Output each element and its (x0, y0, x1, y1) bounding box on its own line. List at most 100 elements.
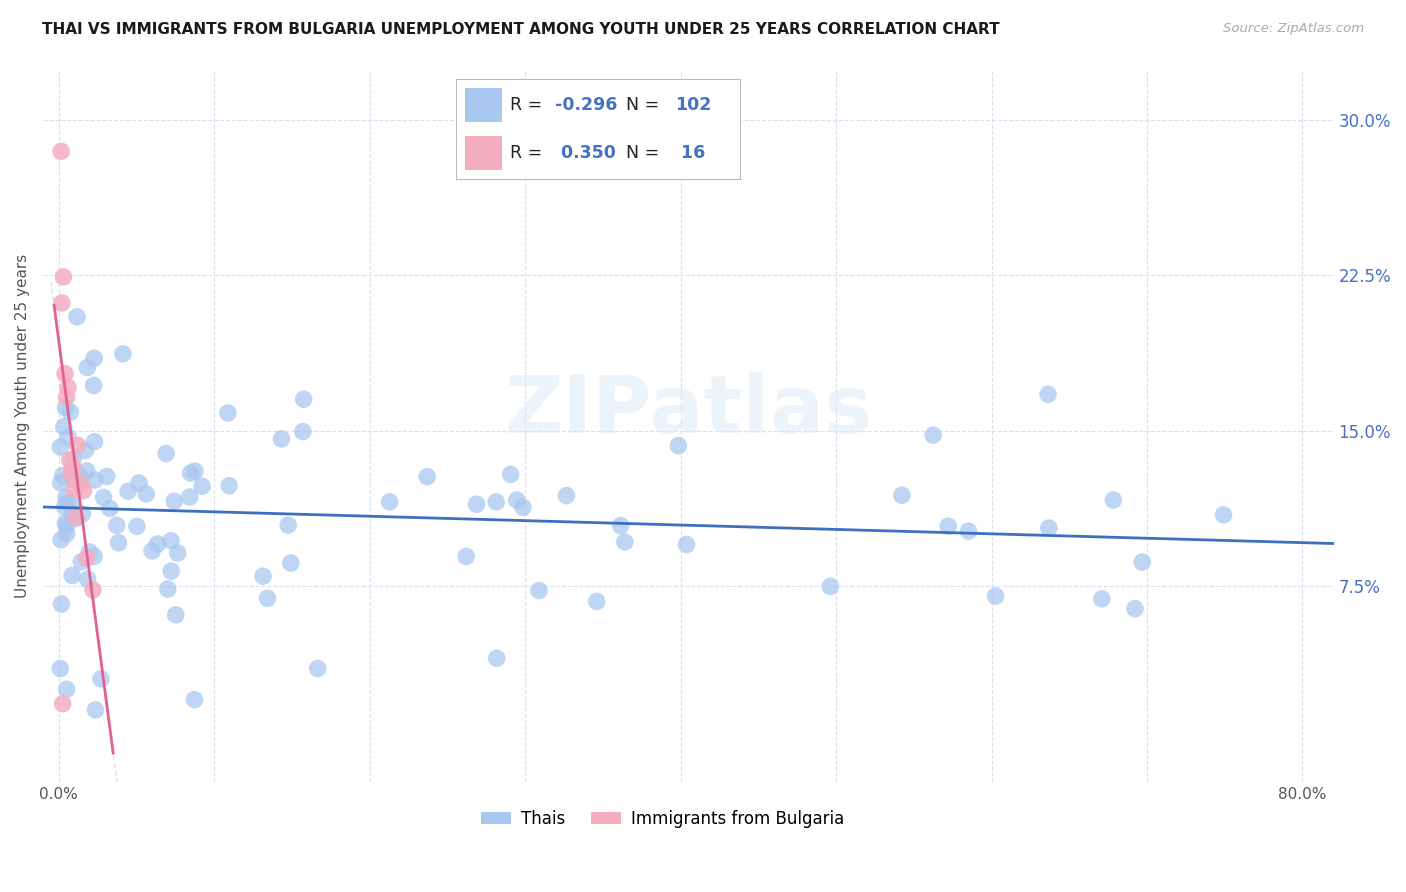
Point (90, 672, 112, 686)
Point (179, 490, 201, 504)
Point (146, 537, 169, 551)
Point (56, 495, 79, 509)
Point (666, 439, 689, 453)
Point (49, 145, 72, 159)
Point (96, 469, 118, 483)
Point (307, 661, 329, 675)
Point (84, 703, 107, 717)
Point (60, 467, 83, 481)
Point (49, 661, 72, 675)
Point (93, 491, 115, 505)
Point (292, 392, 315, 407)
Point (1036, 387, 1059, 401)
Point (1130, 555, 1153, 569)
Point (111, 347, 134, 361)
Point (55, 390, 77, 404)
Point (984, 589, 1007, 603)
Point (179, 466, 201, 480)
Text: THAI VS IMMIGRANTS FROM BULGARIA UNEMPLOYMENT AMONG YOUTH UNDER 25 YEARS CORRELA: THAI VS IMMIGRANTS FROM BULGARIA UNEMPLO… (42, 22, 1000, 37)
Point (155, 446, 177, 460)
Point (84, 473, 107, 487)
Point (52, 697, 75, 711)
Point (555, 489, 578, 503)
Point (512, 500, 534, 515)
Text: Source: ZipAtlas.com: Source: ZipAtlas.com (1223, 22, 1364, 36)
Point (51, 296, 73, 310)
Point (156, 582, 179, 596)
Point (675, 537, 697, 551)
Point (166, 546, 188, 560)
Point (49, 475, 72, 490)
Point (62, 509, 84, 524)
Point (485, 651, 508, 665)
Point (59, 405, 82, 419)
Point (125, 519, 148, 533)
Point (56, 430, 79, 444)
Point (55, 491, 77, 505)
Point (52, 419, 75, 434)
Point (98, 501, 121, 516)
Point (49, 440, 72, 454)
Point (957, 524, 980, 538)
Point (218, 478, 240, 492)
Point (183, 692, 205, 706)
Point (65, 510, 87, 524)
Point (65, 511, 87, 525)
Point (56, 380, 79, 394)
Point (66, 310, 89, 324)
Point (585, 594, 607, 608)
Point (72, 483, 94, 498)
Point (936, 519, 959, 533)
Point (217, 406, 239, 420)
Point (277, 518, 299, 533)
Point (1123, 601, 1146, 615)
Point (70, 555, 93, 569)
Point (820, 579, 842, 593)
Point (53, 401, 76, 415)
Point (83, 351, 105, 366)
Point (465, 497, 488, 511)
Point (485, 495, 508, 509)
Point (53, 500, 76, 514)
Point (163, 494, 186, 508)
Point (55, 682, 77, 697)
Point (506, 493, 529, 508)
Point (922, 428, 945, 442)
Y-axis label: Unemployment Among Youth under 25 years: Unemployment Among Youth under 25 years (15, 253, 30, 598)
Point (107, 535, 129, 549)
Point (291, 425, 314, 439)
Point (456, 549, 478, 564)
Point (49, 533, 72, 547)
Point (378, 495, 401, 509)
Point (1102, 493, 1125, 508)
Point (76, 572, 98, 586)
Point (270, 432, 292, 446)
Point (613, 535, 636, 549)
Point (60, 568, 83, 582)
Point (141, 544, 163, 558)
Point (165, 607, 187, 622)
Point (117, 484, 139, 499)
Point (76, 551, 98, 566)
Point (62, 461, 84, 475)
Point (79, 545, 101, 559)
Point (55, 526, 77, 541)
Point (1212, 508, 1234, 522)
Point (60, 471, 83, 485)
Point (53, 516, 76, 530)
Point (83, 434, 105, 449)
Point (609, 518, 631, 533)
Point (75, 443, 97, 458)
Point (890, 488, 912, 502)
Point (252, 569, 274, 583)
Point (83, 549, 105, 564)
Point (160, 564, 183, 578)
Point (499, 467, 522, 482)
Point (52, 269, 75, 284)
Point (1038, 521, 1060, 535)
Point (59, 452, 82, 467)
Point (191, 479, 214, 493)
Point (280, 556, 302, 570)
Legend: Thais, Immigrants from Bulgaria: Thais, Immigrants from Bulgaria (475, 804, 851, 835)
Point (55, 519, 77, 533)
